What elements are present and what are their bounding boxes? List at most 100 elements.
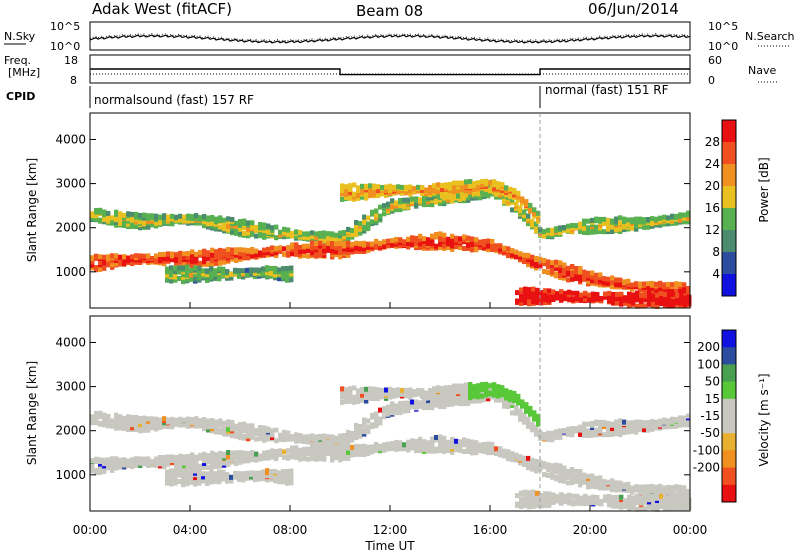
velocity-cell xyxy=(238,422,243,427)
power-cell xyxy=(687,299,692,305)
power-cell xyxy=(654,281,659,287)
power-cell xyxy=(234,258,239,263)
noise-right-tick-bottom: 10^0 xyxy=(708,40,738,53)
velocity-cell xyxy=(354,427,359,433)
power-cell xyxy=(532,207,537,213)
velocity-cell xyxy=(646,420,651,425)
velocity-cell xyxy=(158,455,163,460)
velocity-cell xyxy=(330,438,335,444)
power-cell xyxy=(535,294,540,300)
velocity-cell xyxy=(322,451,327,457)
velocity-cell xyxy=(226,426,231,432)
power-cell xyxy=(667,292,672,297)
power-cell xyxy=(434,198,439,204)
velocity-cell xyxy=(658,418,663,424)
velocity-cell xyxy=(197,480,202,486)
power-cell xyxy=(682,212,687,218)
power-cell xyxy=(150,213,155,219)
power-cell xyxy=(278,229,283,235)
power-cell xyxy=(170,219,175,225)
velocity-cell xyxy=(366,450,371,456)
power-cell xyxy=(519,287,524,293)
power-cell xyxy=(662,287,667,293)
power-cell xyxy=(250,247,255,252)
power-cell xyxy=(623,295,628,301)
velocity-cell xyxy=(146,422,151,428)
power-cell xyxy=(238,223,243,228)
velocity-cell xyxy=(438,434,443,440)
power-cell xyxy=(269,266,274,271)
velocity-cell xyxy=(583,499,588,505)
power-cell xyxy=(356,188,361,194)
velocity-cell xyxy=(602,432,607,438)
velocity-cell xyxy=(326,438,331,444)
power-cell xyxy=(114,261,119,267)
velocity-cell xyxy=(559,500,564,506)
power-cell xyxy=(492,179,497,185)
power-cell xyxy=(338,240,343,246)
power-cell xyxy=(562,267,567,273)
power-cell xyxy=(330,254,335,260)
velocity-cell xyxy=(237,471,242,477)
power-cell xyxy=(226,247,231,252)
power-cell xyxy=(526,262,531,268)
velocity-cell xyxy=(354,443,359,449)
power-cell xyxy=(570,270,575,276)
velocity-cell xyxy=(354,430,359,436)
velocity-cell xyxy=(630,428,635,434)
power-cell xyxy=(350,230,355,236)
power-cell xyxy=(450,233,455,239)
velocity-cell xyxy=(166,454,171,460)
power-cell xyxy=(340,186,345,192)
power-cell xyxy=(344,194,349,200)
velocity-cell xyxy=(214,427,219,433)
power-cell xyxy=(410,199,415,205)
power-cell xyxy=(314,241,319,246)
velocity-cell xyxy=(90,462,95,468)
velocity-cell xyxy=(262,434,267,440)
velocity-cell xyxy=(306,446,311,452)
velocity-cell xyxy=(422,405,427,411)
power-cell xyxy=(226,223,231,229)
power-cell xyxy=(378,213,383,219)
power-cell xyxy=(130,257,135,262)
velocity-cell xyxy=(122,457,127,463)
velocity-cell xyxy=(674,423,679,429)
velocity-cell xyxy=(130,414,135,420)
velocity-cell xyxy=(334,444,339,450)
velocity-cell xyxy=(554,429,559,435)
velocity-cell xyxy=(532,413,537,418)
velocity-cell xyxy=(476,386,481,392)
power-cell xyxy=(678,290,683,296)
power-cell xyxy=(426,237,431,243)
power-cell xyxy=(158,252,163,257)
velocity-cell xyxy=(574,426,579,432)
velocity-cell xyxy=(558,466,563,472)
power-cell xyxy=(402,197,407,203)
velocity-cell xyxy=(582,426,587,432)
power-cell xyxy=(114,256,119,262)
power-cell xyxy=(266,247,271,252)
power-cell xyxy=(578,221,583,227)
power-cell xyxy=(378,240,383,246)
power-cell xyxy=(570,275,575,281)
velocity-cell xyxy=(258,432,263,438)
power-cell xyxy=(571,290,576,296)
power-cell xyxy=(166,256,171,262)
velocity-cell xyxy=(326,450,331,456)
velocity-cell xyxy=(436,387,441,393)
xtick-label: 16:00 xyxy=(473,523,508,537)
power-cell xyxy=(682,282,687,288)
velocity-cell xyxy=(618,423,623,429)
power-cell xyxy=(454,235,459,241)
power-cell xyxy=(310,240,315,246)
velocity-cell xyxy=(470,439,475,445)
velocity-cell xyxy=(535,490,540,496)
velocity-cell xyxy=(322,433,327,439)
power-cell xyxy=(173,269,178,275)
power-cell xyxy=(306,243,311,249)
velocity-cell xyxy=(434,435,439,440)
freq-left-tick-bottom: 8 xyxy=(70,74,77,87)
velocity-cell xyxy=(354,423,359,428)
velocity-cell xyxy=(214,452,219,458)
